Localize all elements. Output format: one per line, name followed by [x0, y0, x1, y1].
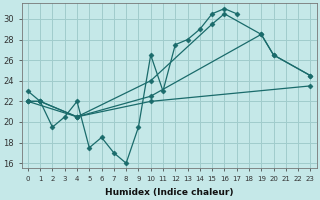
X-axis label: Humidex (Indice chaleur): Humidex (Indice chaleur): [105, 188, 233, 197]
